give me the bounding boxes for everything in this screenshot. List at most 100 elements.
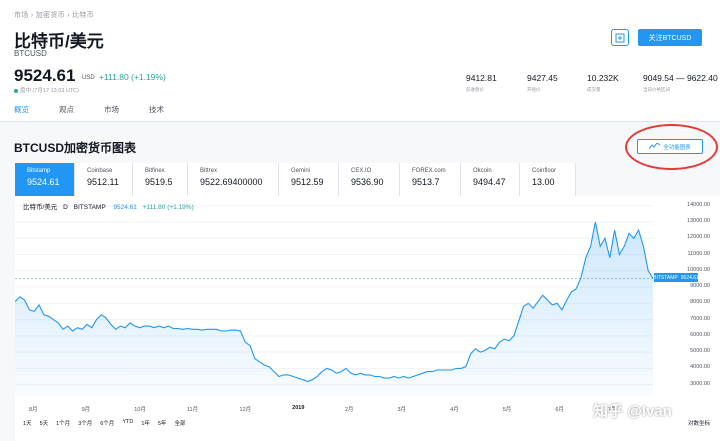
exchange-tab-bittrex[interactable]: Bittrex 9522.69400000: [188, 163, 279, 196]
stat-label: 开盘价: [527, 87, 541, 92]
exchange-price: 9524.61: [27, 177, 60, 187]
last-price: 9524.61: [14, 66, 76, 85]
y-tick-label: 10000.00: [687, 266, 710, 273]
stat-value: 9049.54 — 9622.40: [643, 73, 718, 83]
range-1d[interactable]: 1天: [23, 421, 32, 427]
stat-open: 9427.45 开盘价: [527, 73, 558, 93]
x-tick-label: 2019: [292, 405, 305, 411]
tab-ideas[interactable]: 观点: [59, 105, 74, 114]
price-change: +111.80 (+1.19%): [99, 72, 166, 82]
range-1y[interactable]: 1年: [141, 421, 150, 427]
exchange-name: FOREX.com: [412, 168, 446, 174]
exchange-name: Coinfloor: [532, 168, 557, 174]
tabs-divider: [0, 121, 720, 122]
x-tick-label: 6月: [555, 407, 564, 413]
y-tick-label: 14000.00: [687, 201, 710, 208]
exchange-tab-okcoin[interactable]: Okcoin 9494.47: [461, 163, 520, 196]
exchange-tab-bitstamp[interactable]: Bitstamp 9524.61: [15, 163, 75, 196]
exchange-name: Coinbase: [87, 168, 113, 174]
symbol-label: BTCUSD: [14, 49, 47, 58]
y-tick-label: 9000.00: [690, 283, 710, 290]
watchlist-add-icon: [615, 33, 625, 42]
price-chart[interactable]: [15, 196, 720, 441]
range-5d[interactable]: 5天: [39, 421, 49, 427]
stat-day-range: 9049.54 — 9622.40 当日价格区间: [643, 73, 718, 93]
legend-price: 9524.61: [113, 204, 137, 211]
market-status: 盘中 (7月17 13:03 UTC): [14, 86, 79, 94]
x-tick-label: 4月: [450, 407, 459, 413]
range-3m[interactable]: 3个月: [78, 421, 93, 427]
price-area: [15, 222, 653, 396]
y-tick-label: 11000.00: [687, 250, 710, 257]
exchange-name: Okcoin: [473, 168, 492, 174]
stat-value: 9412.81: [466, 73, 497, 83]
y-tick-label: 13000.00: [687, 218, 710, 225]
exchange-name: Gemini: [291, 168, 311, 174]
stat-label: 成交量: [587, 87, 601, 92]
x-tick-label: 2月: [344, 407, 354, 413]
log-scale-toggle[interactable]: 对数坐标: [687, 421, 710, 427]
exchange-price: 9494.47: [473, 177, 506, 187]
exchange-tab-coinbase[interactable]: Coinbase 9512.11: [75, 163, 133, 196]
exchange-tab-bitfinex[interactable]: Bitfinex 9519.5: [133, 163, 188, 196]
status-dot-icon: [14, 88, 18, 93]
last-price-tag: BITSTAMP 9524.61: [653, 273, 699, 282]
stat-value: 9427.45: [527, 73, 558, 83]
chart-area[interactable]: 比特币/美元 D BITSTAMP 9524.61 +111.80 (+1.19…: [15, 196, 720, 441]
range-1m[interactable]: 1个月: [56, 421, 71, 427]
x-tick-label: 8月: [29, 407, 38, 413]
exchange-tab-cexio[interactable]: CEX.IO 9536.90: [339, 163, 400, 196]
range-5y[interactable]: 5年: [157, 421, 167, 427]
exchange-price: 9512.11: [87, 177, 119, 187]
stat-volume: 10.232K 成交量: [587, 73, 619, 93]
page-title: 比特币/美元: [14, 32, 104, 51]
range-selector: 1天 5天 1个月 3个月 6个月 YTD 1年 5年 全部: [23, 419, 193, 427]
price-currency: USD: [82, 75, 95, 81]
legend-change: +111.80 (+1.19%): [142, 204, 194, 211]
y-tick-label: 5000.00: [690, 348, 710, 355]
legend-interval: D: [63, 204, 68, 211]
x-tick-label: 9月: [81, 407, 91, 413]
tab-technicals[interactable]: 技术: [149, 105, 164, 114]
chart-legend: 比特币/美元 D BITSTAMP 9524.61 +111.80 (+1.19…: [23, 201, 194, 211]
tab-markets[interactable]: 市场: [104, 105, 119, 114]
stat-value: 10.232K: [587, 73, 619, 83]
exchange-tab-forex[interactable]: FOREX.com 9513.7: [400, 163, 461, 196]
annotation-circle: [625, 124, 718, 170]
watchlist-button[interactable]: [611, 29, 629, 46]
exchange-price: 13.00: [532, 177, 555, 187]
breadcrumb[interactable]: 市场 › 加密货币 › 比特币: [14, 12, 94, 19]
y-tick-label: 6000.00: [690, 331, 710, 338]
exchange-tabs: Bitstamp 9524.61 Coinbase 9512.11 Bitfinex…: [15, 163, 576, 196]
exchange-tab-gemini[interactable]: Gemini 9512.59: [279, 163, 339, 196]
exchange-price: 9519.5: [145, 177, 173, 187]
price-line: [15, 221, 654, 382]
exchange-name: Bitfinex: [145, 168, 165, 174]
range-ytd[interactable]: YTD: [122, 419, 134, 425]
exchange-tab-coinfloor[interactable]: Coinfloor 13.00: [520, 163, 576, 196]
range-6m[interactable]: 6个月: [100, 421, 115, 427]
exchange-price: 9522.69400000: [200, 177, 263, 187]
x-tick-label: 3月: [397, 407, 407, 413]
y-tick-label: 12000.00: [687, 234, 710, 241]
watermark: 知乎 @Ivan: [593, 403, 672, 420]
x-tick-label: 12月: [239, 407, 252, 413]
follow-button[interactable]: 关注BTCUSD: [638, 29, 702, 46]
legend-exchange: BITSTAMP: [73, 204, 106, 211]
stat-label: 当日价格区间: [643, 87, 670, 92]
exchange-name: Bittrex: [200, 168, 218, 174]
stat-prev-close: 9412.81 前收盘价: [466, 73, 497, 93]
exchange-name: CEX.IO: [351, 168, 372, 174]
x-tick-label: 11月: [186, 407, 199, 413]
range-all[interactable]: 全部: [174, 421, 186, 427]
y-tick-label: 3000.00: [690, 380, 710, 387]
price-tag-exchange: BITSTAMP: [653, 274, 678, 281]
y-tick-label: 8000.00: [690, 299, 710, 306]
exchange-price: 9513.7: [412, 177, 440, 187]
legend-symbol: 比特币/美元: [23, 204, 58, 211]
x-tick-label: 10月: [134, 407, 146, 413]
market-status-text: 盘中 (7月17 13:03 UTC): [20, 88, 79, 94]
price-tag-value: 9524.61: [680, 274, 699, 281]
x-tick-label: 5月: [502, 407, 512, 413]
exchange-price: 9512.59: [291, 177, 324, 187]
